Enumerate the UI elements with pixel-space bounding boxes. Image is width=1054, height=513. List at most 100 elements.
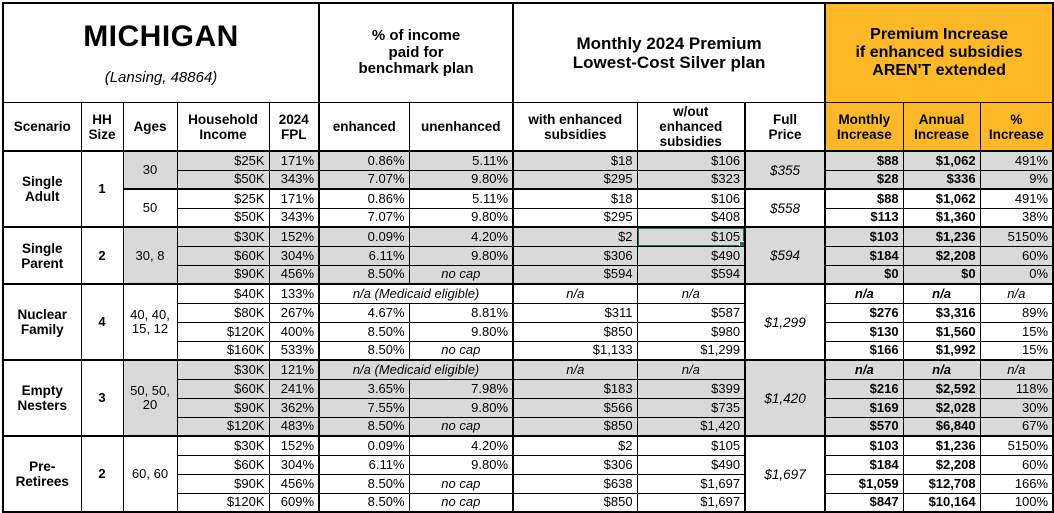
income-cell[interactable]: $90K [176,397,270,418]
without-subsidies-cell[interactable]: n/a [636,283,746,304]
enhanced-pct-cell[interactable]: 8.50% [318,492,410,513]
with-subsidies-cell[interactable]: $566 [512,397,638,418]
with-subsidies-cell[interactable]: $2 [512,435,638,456]
col-pct-increase[interactable]: % Increase [979,102,1054,153]
fpl-cell[interactable]: 456% [268,264,320,285]
income-cell[interactable]: $120K [176,321,270,342]
full-price-cell[interactable]: $355 [744,150,826,190]
enhanced-pct-cell[interactable]: 4.67% [318,302,410,323]
monthly-increase-cell[interactable]: n/a [824,359,904,380]
income-cell[interactable]: $60K [176,245,270,266]
fpl-cell[interactable]: 241% [268,378,320,399]
annual-increase-cell[interactable]: $1,236 [902,226,981,247]
col-ages[interactable]: Ages [122,102,178,153]
full-price-cell[interactable]: $1,420 [744,359,826,437]
enhanced-pct-cell[interactable]: 0.86% [318,150,410,171]
col-full-price[interactable]: Full Price [744,102,826,153]
pct-increase-cell[interactable]: n/a [979,283,1054,304]
ages-cell[interactable]: 30 [122,150,178,190]
col-2024-fpl[interactable]: 2024 FPL [268,102,320,153]
table-title-cell[interactable]: MICHIGAN (Lansing, 48864) [2,2,320,104]
col-annual-increase[interactable]: Annual Increase [902,102,981,153]
unenhanced-pct-cell[interactable]: no cap [408,340,514,361]
income-cell[interactable]: $160K [176,340,270,361]
ages-cell[interactable]: 50 [122,188,178,228]
col-scenario[interactable]: Scenario [2,102,82,153]
fpl-cell[interactable]: 152% [268,226,320,247]
fpl-cell[interactable]: 343% [268,169,320,190]
without-subsidies-cell[interactable]: $1,420 [636,416,746,437]
enhanced-pct-cell[interactable]: 7.55% [318,397,410,418]
enhanced-pct-cell[interactable]: 6.11% [318,454,410,475]
income-cell[interactable]: $25K [176,188,270,209]
pct-increase-cell[interactable]: 100% [979,492,1054,513]
ages-cell[interactable]: 30, 8 [122,226,178,285]
ages-cell[interactable]: 40, 40, 15, 12 [122,283,178,361]
enhanced-pct-cell[interactable]: 8.50% [318,473,410,494]
full-price-cell[interactable]: $594 [744,226,826,285]
full-price-cell[interactable]: $558 [744,188,826,228]
with-subsidies-cell[interactable]: $18 [512,188,638,209]
income-cell[interactable]: $50K [176,169,270,190]
income-cell[interactable]: $40K [176,283,270,304]
income-cell[interactable]: $50K [176,207,270,228]
pct-increase-cell[interactable]: 491% [979,188,1054,209]
fpl-cell[interactable]: 304% [268,245,320,266]
income-cell[interactable]: $90K [176,473,270,494]
annual-increase-cell[interactable]: $2,028 [902,397,981,418]
hh-size-cell[interactable]: 3 [80,359,124,437]
monthly-increase-cell[interactable]: $103 [824,226,904,247]
income-cell[interactable]: $30K [176,435,270,456]
fpl-cell[interactable]: 133% [268,283,320,304]
monthly-increase-cell[interactable]: $28 [824,169,904,190]
with-subsidies-cell[interactable]: $594 [512,264,638,285]
col-hh-size[interactable]: HH Size [80,102,124,153]
annual-increase-cell[interactable]: $336 [902,169,981,190]
col-wout-enhanced-subsidies[interactable]: w/out enhanced subsidies [636,102,746,153]
without-subsidies-cell[interactable]: $594 [636,264,746,285]
with-subsidies-cell[interactable]: $306 [512,454,638,475]
fpl-cell[interactable]: 400% [268,321,320,342]
hh-size-cell[interactable]: 2 [80,435,124,513]
pct-increase-cell[interactable]: 67% [979,416,1054,437]
monthly-increase-cell[interactable]: $0 [824,264,904,285]
ages-cell[interactable]: 60, 60 [122,435,178,513]
with-subsidies-cell[interactable]: $850 [512,321,638,342]
monthly-increase-cell[interactable]: $166 [824,340,904,361]
unenhanced-pct-cell[interactable]: 9.80% [408,321,514,342]
monthly-increase-cell[interactable]: $216 [824,378,904,399]
col-household-income[interactable]: Household Income [176,102,270,153]
without-subsidies-cell[interactable]: $323 [636,169,746,190]
pct-increase-cell[interactable]: 38% [979,207,1054,228]
without-subsidies-cell[interactable]: $399 [636,378,746,399]
without-subsidies-cell[interactable]: $408 [636,207,746,228]
without-subsidies-cell[interactable]: $490 [636,454,746,475]
pct-increase-cell[interactable]: 118% [979,378,1054,399]
without-subsidies-cell[interactable]: $105 [636,226,746,247]
scenario-label[interactable]: Nuclear Family [2,283,82,361]
with-subsidies-cell[interactable]: $638 [512,473,638,494]
annual-increase-cell[interactable]: $1,062 [902,150,981,171]
income-cell[interactable]: $120K [176,416,270,437]
without-subsidies-cell[interactable]: $1,299 [636,340,746,361]
pct-increase-cell[interactable]: 15% [979,321,1054,342]
unenhanced-pct-cell[interactable]: no cap [408,416,514,437]
annual-increase-cell[interactable]: $2,208 [902,245,981,266]
fpl-cell[interactable]: 304% [268,454,320,475]
monthly-increase-cell[interactable]: $184 [824,454,904,475]
unenhanced-pct-cell[interactable]: 9.80% [408,397,514,418]
monthly-increase-cell[interactable]: $113 [824,207,904,228]
monthly-increase-cell[interactable]: $276 [824,302,904,323]
pct-increase-cell[interactable]: 5150% [979,226,1054,247]
enhanced-pct-cell[interactable]: 8.50% [318,321,410,342]
enhanced-pct-cell[interactable]: 8.50% [318,340,410,361]
scenario-label[interactable]: Pre- Retirees [2,435,82,513]
unenhanced-pct-cell[interactable]: 9.80% [408,245,514,266]
unenhanced-pct-cell[interactable]: 8.81% [408,302,514,323]
with-subsidies-cell[interactable]: $306 [512,245,638,266]
fpl-cell[interactable]: 533% [268,340,320,361]
without-subsidies-cell[interactable]: n/a [636,359,746,380]
unenhanced-pct-cell[interactable]: 5.11% [408,150,514,171]
income-cell[interactable]: $25K [176,150,270,171]
pct-increase-cell[interactable]: 9% [979,169,1054,190]
